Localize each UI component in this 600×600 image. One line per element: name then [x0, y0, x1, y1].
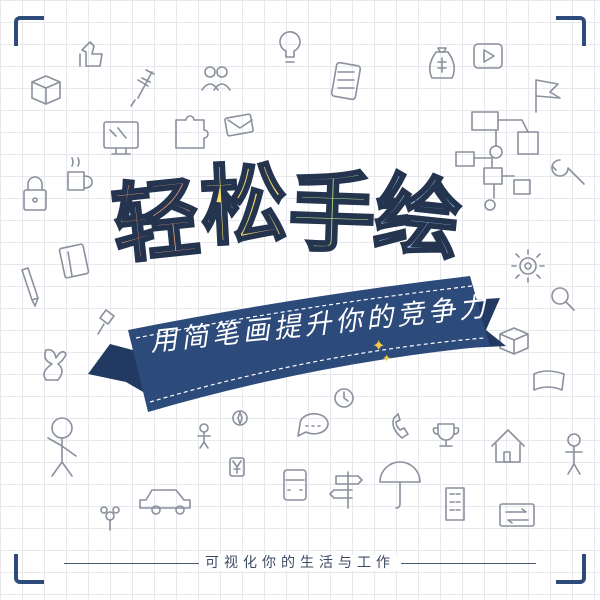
cube-icon — [31, 75, 61, 105]
book-icon — [58, 243, 90, 279]
stick-figure-icon-3 — [565, 433, 583, 475]
umbrella-icon — [379, 461, 421, 509]
rabbit-icon — [43, 348, 67, 381]
building-icon — [445, 487, 465, 521]
footer-caption: 可视化你的生活与工作 — [0, 552, 600, 572]
footer-text: 可视化你的生活与工作 — [199, 555, 401, 571]
yen-sign-icon — [229, 457, 245, 477]
clock-icon — [334, 388, 354, 408]
thumbs-up-icon — [79, 41, 103, 67]
frame-corner-top-right — [556, 16, 586, 46]
gear-icon — [511, 249, 545, 283]
title-char-3: 手 — [286, 161, 378, 267]
title-char-2: 松 — [197, 152, 291, 259]
lock-icon — [23, 176, 47, 211]
box-icon — [499, 327, 529, 355]
stick-figure-icon-2 — [197, 423, 211, 449]
money-bag-icon — [428, 47, 456, 79]
compass-icon — [232, 410, 248, 426]
trophy-icon — [432, 423, 460, 447]
mail-icon — [224, 113, 254, 137]
magnifier-icon — [551, 287, 575, 311]
coffee-cup-icon — [67, 157, 93, 191]
footer-divider-right — [396, 563, 536, 564]
car-icon — [139, 489, 191, 515]
monitor-icon — [103, 121, 139, 155]
flowchart-icon — [455, 111, 539, 211]
title-char-1: 轻 — [107, 166, 206, 277]
sparkle-icon: ✦ — [372, 336, 386, 355]
puzzle-icon — [175, 115, 209, 149]
video-icon — [473, 43, 503, 69]
flower-icon — [100, 506, 120, 531]
calculator-icon — [330, 61, 362, 101]
flag-icon — [535, 79, 561, 113]
phone-icon — [392, 413, 409, 439]
sparkle-icon-small: ✦ — [382, 352, 392, 365]
pencil-icon — [21, 267, 39, 307]
syringe-icon — [130, 69, 155, 107]
wrench-icon — [551, 159, 585, 185]
title-char-4: 绘 — [369, 162, 468, 273]
frame-corner-bottom-left — [14, 554, 44, 584]
signpost-icon — [329, 471, 363, 509]
house-icon — [491, 429, 525, 463]
pin-icon — [97, 309, 115, 335]
frame-corner-bottom-right — [556, 554, 586, 584]
frame-corner-top-left — [14, 16, 44, 46]
stick-figure-icon — [47, 417, 77, 477]
bus-icon — [283, 469, 307, 501]
people-icon — [201, 66, 231, 91]
exchange-icon — [499, 503, 535, 527]
lightbulb-icon — [279, 31, 301, 63]
chat-bubble-icon — [297, 412, 329, 437]
main-title: 轻 松 手 绘 — [107, 150, 472, 280]
footer-divider-left — [64, 563, 204, 564]
banner-icon — [533, 370, 565, 391]
